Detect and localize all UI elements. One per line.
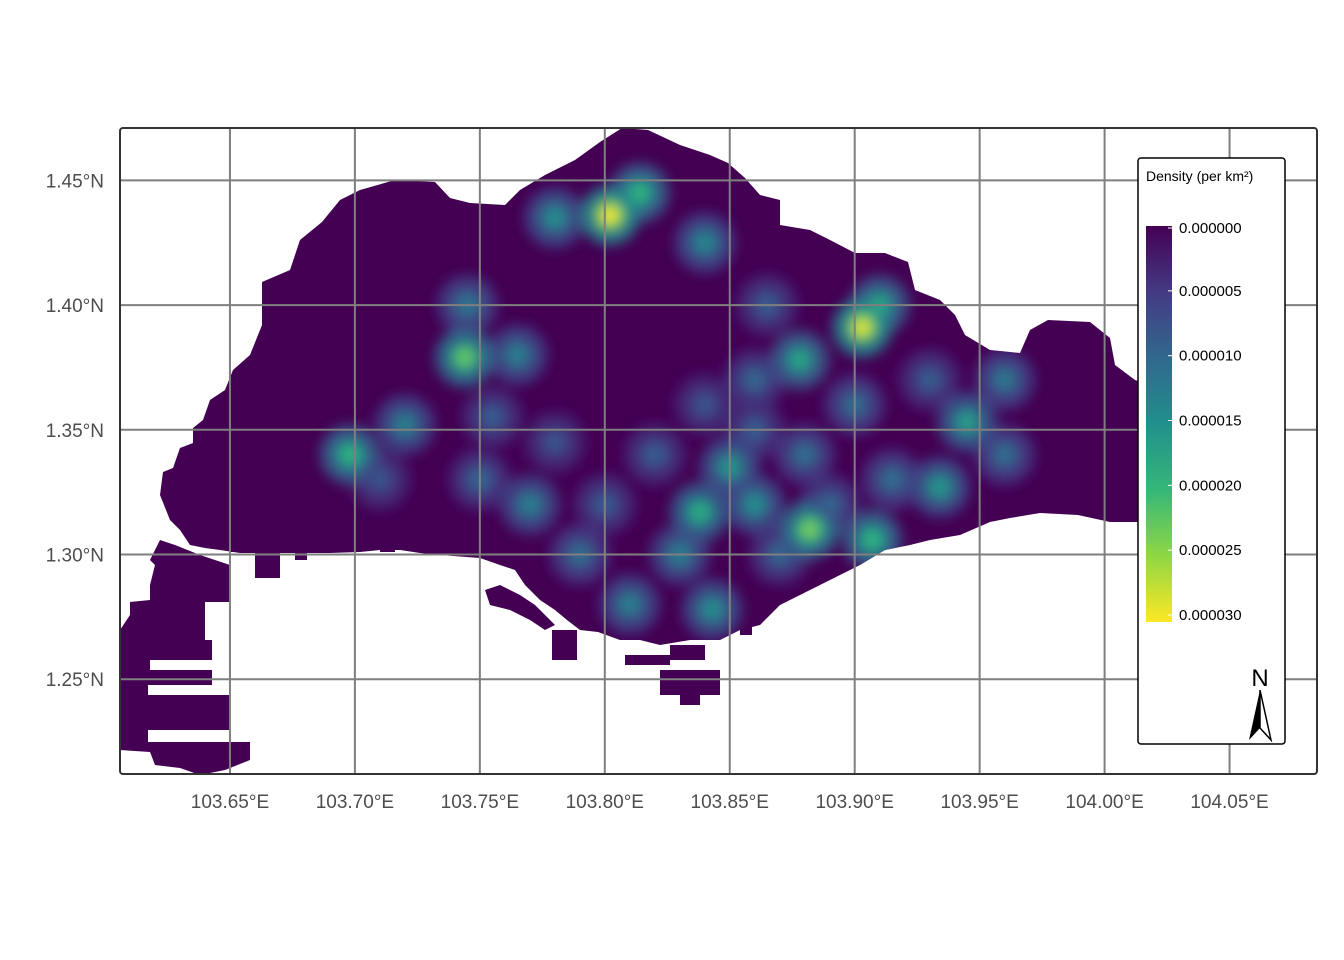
map-layers xyxy=(120,128,1317,774)
main-island-landmass xyxy=(160,128,1150,645)
legend-label: 0.000005 xyxy=(1179,283,1242,300)
legend-label: 0.000030 xyxy=(1179,607,1242,624)
north-arrow-label: N xyxy=(1251,665,1268,692)
x-tick-label: 103.65°E xyxy=(191,792,269,813)
density-hotspot xyxy=(509,346,526,363)
density-hotspot xyxy=(371,471,388,488)
density-hotspot xyxy=(646,446,663,463)
x-axis-ticks: 103.65°E 103.70°E 103.75°E 103.80°E 103.85°E… xyxy=(191,792,1269,813)
density-hotspot xyxy=(546,209,563,226)
x-tick-label: 104.00°E xyxy=(1065,792,1143,813)
density-hotspot xyxy=(456,349,473,366)
density-hotspot xyxy=(821,496,838,513)
x-tick-label: 103.90°E xyxy=(815,792,893,813)
legend-label: 0.000000 xyxy=(1179,220,1242,237)
north-arrow-icon xyxy=(1249,690,1260,740)
north-arrow: N xyxy=(1249,665,1273,743)
legend-labels: 0.000000 0.000005 0.000010 0.000015 0.000020… xyxy=(1168,220,1242,624)
density-hotspot xyxy=(791,351,808,368)
density-hotspot xyxy=(801,521,818,538)
y-axis-ticks: 1.45°N 1.40°N 1.35°N 1.30°N 1.25°N xyxy=(46,171,104,691)
x-tick-label: 103.85°E xyxy=(691,792,769,813)
density-heat-layer xyxy=(319,162,1035,640)
legend-title: Density (per km²) xyxy=(1146,168,1253,184)
density-hotspot xyxy=(546,434,563,451)
density-hotspot xyxy=(631,184,648,201)
density-hotspot xyxy=(996,371,1013,388)
x-tick-label: 103.95°E xyxy=(940,792,1018,813)
legend-label: 0.000015 xyxy=(1179,413,1242,430)
density-hotspot xyxy=(854,319,871,336)
y-tick-label: 1.30°N xyxy=(46,546,104,567)
y-tick-label: 1.40°N xyxy=(46,296,104,317)
y-tick-label: 1.35°N xyxy=(46,421,104,442)
western-islands xyxy=(120,540,395,774)
x-tick-label: 103.75°E xyxy=(441,792,519,813)
density-hotspot xyxy=(521,496,538,513)
legend-label: 0.000025 xyxy=(1179,542,1242,559)
legend-label: 0.000010 xyxy=(1179,348,1242,365)
density-hotspot xyxy=(864,531,881,548)
legend-box xyxy=(1137,157,1286,745)
southern-islands xyxy=(485,585,752,705)
density-hotspot xyxy=(921,371,938,388)
density-hotspot xyxy=(621,596,638,613)
density-hotspot xyxy=(796,446,813,463)
density-hotspot xyxy=(746,496,763,513)
density-hotspot xyxy=(931,479,948,496)
y-tick-label: 1.45°N xyxy=(46,171,104,192)
density-hotspot xyxy=(746,371,763,388)
legend: Density (per km²) 0.0000000.0000050.0000… xyxy=(1137,157,1286,745)
density-hotspot xyxy=(696,396,713,413)
density-hotspot xyxy=(959,414,976,431)
legend-label: 0.000020 xyxy=(1179,477,1242,494)
x-tick-label: 104.05°E xyxy=(1190,792,1268,813)
x-tick-label: 103.80°E xyxy=(566,792,644,813)
map-panel-border xyxy=(119,127,1318,775)
density-hotspot xyxy=(484,409,501,426)
density-hotspot xyxy=(884,471,901,488)
y-tick-label: 1.25°N xyxy=(46,670,104,691)
density-hotspot xyxy=(691,504,708,521)
density-hotspot xyxy=(704,601,721,618)
legend-colorbar xyxy=(1146,226,1172,622)
density-hotspot xyxy=(696,234,713,251)
density-hotspot xyxy=(996,446,1013,463)
x-tick-label: 103.70°E xyxy=(316,792,394,813)
